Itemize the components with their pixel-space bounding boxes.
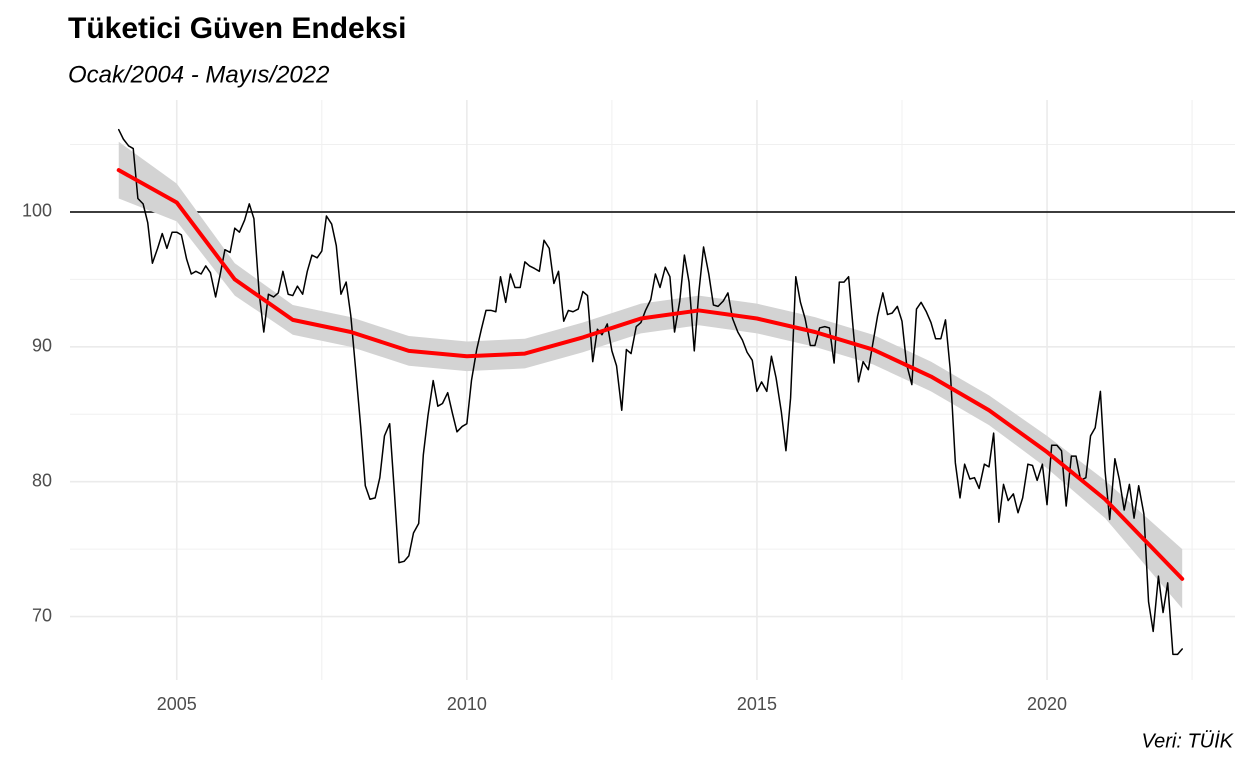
y-tick-label: 70 [32, 605, 52, 625]
x-tick-label: 2005 [157, 694, 197, 714]
chart-subtitle: Ocak/2004 - Mayıs/2022 [68, 61, 329, 88]
x-tick-label: 2020 [1027, 694, 1067, 714]
chart-title: Tüketici Güven Endeksi [68, 12, 406, 45]
data-line [117, 128, 1183, 656]
y-tick-label: 90 [32, 336, 52, 356]
x-tick-label: 2015 [737, 694, 777, 714]
x-tick-label: 2010 [447, 694, 487, 714]
y-tick-label: 80 [32, 470, 52, 490]
trend-line [116, 168, 1185, 581]
caption: Veri: TÜİK [1142, 730, 1235, 752]
y-tick-label: 100 [22, 201, 52, 221]
